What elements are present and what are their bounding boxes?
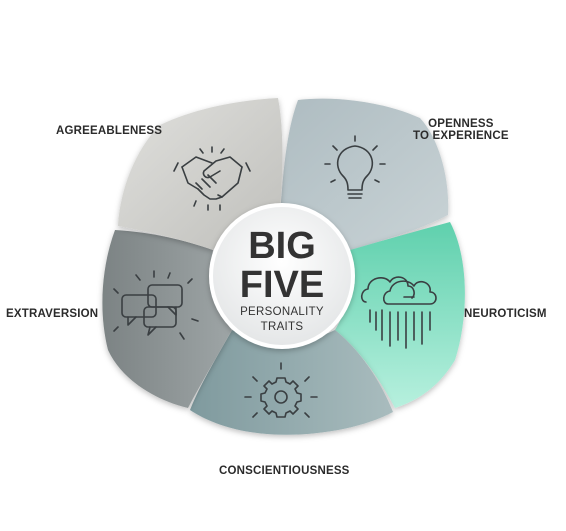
label-agreeableness: AGREEABLENESS xyxy=(56,125,163,137)
label-openness: OPENNESS TO EXPERIENCE xyxy=(413,118,509,142)
handshake-icon xyxy=(173,146,251,211)
gear-icon xyxy=(244,362,318,418)
rain-cloud-icon xyxy=(360,276,437,349)
segment-extraversion xyxy=(102,230,233,408)
center-title-line1: BIG xyxy=(248,225,316,267)
label-extraversion: EXTRAVERSION xyxy=(6,308,99,320)
label-openness-line1: OPENNESS xyxy=(428,118,494,130)
center-title-line2: FIVE xyxy=(240,264,324,306)
lightbulb-icon xyxy=(324,135,386,199)
segment-neuroticism xyxy=(335,222,465,408)
label-openness-line2: TO EXPERIENCE xyxy=(413,130,509,142)
center-circle: BIG FIVE PERSONALITY TRAITS xyxy=(209,203,355,349)
center-subtitle-line2: TRAITS xyxy=(261,321,304,333)
segment-openness xyxy=(280,98,449,250)
center-subtitle-line1: PERSONALITY xyxy=(240,306,324,318)
segment-agreeableness xyxy=(118,98,283,250)
label-neuroticism: NEUROTICISM xyxy=(464,308,547,320)
label-conscientiousness: CONSCIENTIOUSNESS xyxy=(219,465,350,477)
speech-bubbles-icon xyxy=(113,270,199,340)
